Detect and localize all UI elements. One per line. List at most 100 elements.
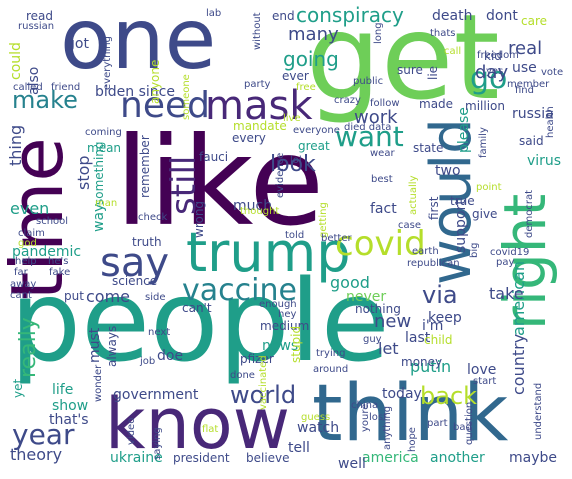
word-say: say (100, 240, 169, 286)
word-doe: doe (157, 348, 183, 364)
word-keep: keep (428, 310, 462, 326)
word-republican: republican (407, 258, 460, 269)
word-take: take (489, 284, 524, 303)
word-got: got (66, 36, 89, 52)
word-biden-since: biden since (95, 84, 175, 100)
word-ukraine: ukraine (110, 450, 163, 466)
word-russian: russian (18, 21, 54, 32)
word-freedom: freedom (477, 50, 519, 61)
word-pandemic: pandemic (12, 244, 81, 260)
word-year: year (12, 418, 75, 451)
word-make: make (12, 86, 78, 114)
word-real: real (508, 38, 542, 59)
word-science: science (112, 274, 157, 288)
word-part: part (427, 418, 448, 429)
word-stop: stop (74, 155, 93, 190)
word-understand: understand (533, 383, 544, 440)
word-today: today (382, 386, 422, 402)
word-god: god (18, 238, 37, 249)
word-support: support (453, 199, 469, 253)
word-news: news (262, 338, 298, 354)
word-american: american (509, 261, 528, 336)
word-school: school (36, 216, 68, 227)
word-end: end (272, 9, 295, 23)
word-actually: actually (408, 175, 419, 215)
word-democrat: democrat (524, 190, 535, 238)
word-child: child (424, 333, 453, 347)
word-next: next (148, 327, 170, 338)
word-made: made (419, 97, 453, 111)
word-hope: hope (407, 427, 418, 452)
word-everyone: everyone (293, 125, 340, 136)
word-work: work (354, 107, 398, 128)
word-find: find (515, 85, 534, 96)
word-claim: claim (18, 228, 45, 239)
word-yes: yes (486, 66, 503, 77)
word-pfizer: pfizer (240, 352, 274, 366)
word-youre: youre (360, 404, 371, 432)
word-thought: thought (240, 206, 279, 217)
word-free: free (296, 82, 316, 93)
word-give: give (472, 207, 497, 221)
word-cant: cant (10, 290, 32, 301)
word-conspiracy: conspiracy (296, 3, 404, 27)
word-use: use (512, 60, 537, 76)
word-let: let (378, 339, 399, 358)
word-best: best (371, 174, 393, 185)
word-long: long (373, 22, 384, 44)
word-something: something (92, 141, 106, 205)
word-health: health (545, 106, 556, 138)
word-come: come (86, 287, 130, 306)
word-money: money (401, 355, 442, 369)
word-getting: getting (318, 202, 329, 238)
word-hey: hey (278, 309, 296, 320)
word-around: around (313, 364, 348, 375)
word-saying: saying (152, 427, 163, 460)
word-better: better (321, 233, 352, 244)
word-medium: medium (260, 319, 309, 333)
word-trump: trump (186, 221, 350, 284)
word-going: going (283, 47, 339, 71)
word-show: show (52, 398, 88, 414)
word-called: called (13, 82, 43, 93)
word-russia: russia (512, 106, 554, 122)
word-want: want (335, 120, 404, 153)
word-someone: someone (181, 74, 192, 120)
word-wonder: wonder (93, 364, 104, 402)
word-party: party (244, 79, 271, 90)
word-really: really (16, 317, 41, 378)
word-told: told (285, 230, 304, 241)
word-watch: watch (297, 420, 339, 436)
word-america: america (362, 450, 419, 466)
word-believe: believe (246, 451, 290, 465)
word-lol: lol (290, 155, 302, 166)
word-live: live (283, 113, 301, 124)
word-state: state (413, 141, 443, 155)
word-that-s: that's (49, 412, 89, 428)
word-first: first (427, 196, 441, 220)
word-government: government (113, 387, 199, 403)
word-tell: tell (288, 440, 310, 456)
word-covid19: covid19 (490, 247, 529, 258)
word-care: care (521, 14, 547, 28)
word-follow: follow (370, 98, 400, 109)
word-side: side (145, 292, 166, 303)
word-get: get (306, 0, 500, 126)
word-great: great (298, 139, 330, 153)
word-anyone: anyone (148, 60, 162, 104)
word-dont: dont (486, 8, 518, 24)
word-lost: lost (369, 412, 387, 423)
word-man: man (95, 198, 117, 209)
word-new: new (374, 311, 411, 332)
word-people: people (10, 257, 390, 387)
word-nothing: nothing (355, 302, 401, 316)
word-stupid: stupid (289, 326, 303, 363)
word-last: last (405, 330, 431, 346)
word-also: also (26, 67, 42, 95)
word-like: like (115, 111, 324, 253)
word-even: even (10, 199, 49, 218)
word-many: many (288, 24, 339, 45)
word-guess: guess (301, 412, 330, 423)
word-member: member (507, 79, 550, 90)
